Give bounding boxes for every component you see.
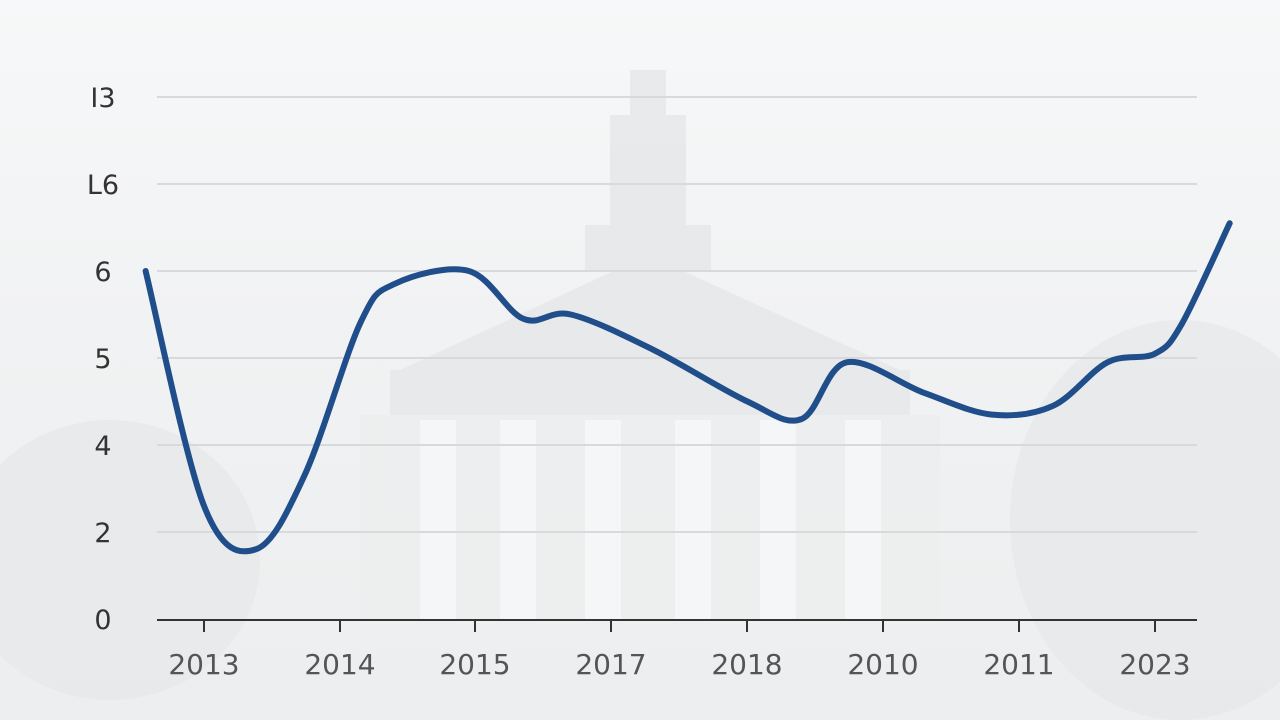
y-tick-label: 4 bbox=[94, 431, 111, 462]
grid-lines bbox=[157, 96, 1197, 533]
y-tick-label: 6 bbox=[94, 257, 111, 288]
x-tick-label: 2014 bbox=[304, 648, 375, 681]
building-pediment bbox=[400, 255, 900, 370]
series-line bbox=[142, 220, 1233, 555]
building-facade bbox=[360, 415, 940, 620]
x-tick-label: 2011 bbox=[983, 648, 1054, 681]
building-tower bbox=[610, 115, 686, 225]
x-tick-label: 2023 bbox=[1119, 648, 1190, 681]
x-tick-label: 2018 bbox=[711, 648, 782, 681]
x-tick-label: 2013 bbox=[168, 648, 239, 681]
x-tick-label: 2015 bbox=[439, 648, 510, 681]
x-axis-ticks: 2013 2014 2015 2017 2018 2010 2011 2023 bbox=[168, 620, 1191, 681]
y-tick-label: 5 bbox=[94, 344, 111, 375]
x-tick-label: 2010 bbox=[847, 648, 918, 681]
y-tick-label: 0 bbox=[94, 605, 111, 636]
building-columns bbox=[420, 420, 881, 620]
y-tick-label: I3 bbox=[90, 83, 115, 114]
y-tick-label: L6 bbox=[87, 170, 119, 201]
building-cupola bbox=[630, 70, 666, 115]
x-tick-label: 2017 bbox=[575, 648, 646, 681]
y-tick-label: 2 bbox=[94, 518, 111, 549]
y-axis-tick-labels: 0 2 4 5 6 L6 I3 bbox=[87, 83, 119, 636]
